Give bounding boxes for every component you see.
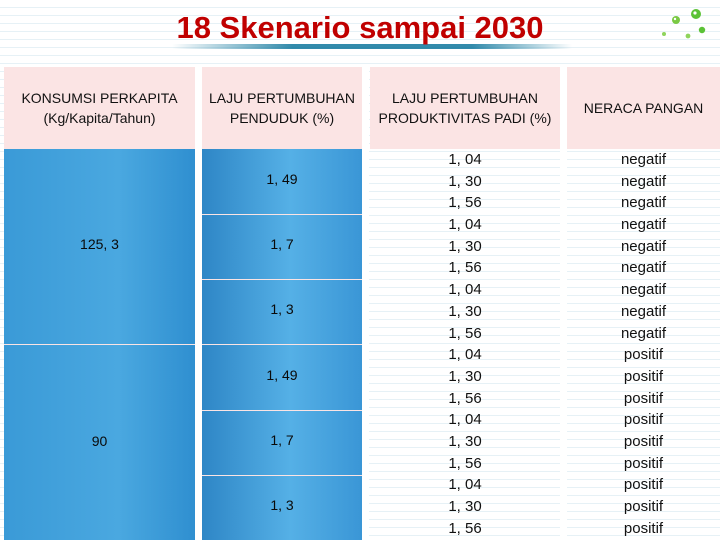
neraca-pangan-value: positif — [623, 389, 664, 407]
laju-penduduk-column: 1, 49 1, 7 1, 3 1, 49 1, 7 1, 3 — [202, 149, 362, 540]
laju-produktivitas-value: 1, 56 — [448, 519, 482, 537]
laju-divider — [202, 475, 362, 476]
laju-produktivitas-value: 1, 56 — [448, 389, 482, 407]
laju-produktivitas-value: 1, 30 — [448, 302, 482, 320]
laju-divider — [202, 279, 362, 280]
header-laju-penduduk: LAJU PERTUMBUHAN PENDUDUK (%) — [202, 67, 362, 149]
laju-produktivitas-value: 1, 30 — [448, 498, 482, 515]
konsumsi-cell-1: 125, 3 — [80, 236, 119, 252]
column-separator — [195, 67, 202, 540]
laju-penduduk-cell: 1, 7 — [270, 432, 294, 448]
laju-produktivitas-value: 1, 30 — [448, 237, 482, 255]
neraca-pangan-value: positif — [623, 346, 664, 364]
laju-penduduk-cell: 1, 3 — [270, 301, 294, 317]
laju-produktivitas-value: 1, 04 — [448, 281, 482, 299]
column-separator — [560, 67, 567, 540]
neraca-pangan-value: positif — [623, 411, 664, 429]
neraca-pangan-value: negatif — [620, 281, 667, 299]
konsumsi-column: 125, 3 90 — [4, 149, 195, 540]
konsumsi-cell-2: 90 — [91, 433, 108, 449]
neraca-pangan-value: positif — [623, 432, 664, 450]
laju-penduduk-cell: 1, 49 — [266, 367, 298, 383]
neraca-pangan-value: negatif — [620, 324, 667, 342]
header-laju-produktivitas: LAJU PERTUMBUHAN PRODUKTIVITAS PADI (%) — [370, 67, 560, 149]
neraca-pangan-value: positif — [623, 476, 664, 494]
laju-divider — [202, 410, 362, 411]
column-separator — [362, 67, 369, 540]
neraca-pangan-value: negatif — [620, 151, 667, 168]
konsumsi-divider — [4, 344, 195, 345]
laju-penduduk-cell: 1, 7 — [270, 236, 294, 252]
laju-produktivitas-value: 1, 56 — [448, 324, 482, 342]
neraca-pangan-value: positif — [623, 519, 664, 537]
neraca-pangan-value: positif — [623, 498, 664, 515]
slide-title: 18 Skenario sampai 2030 — [176, 10, 544, 45]
laju-divider — [202, 214, 362, 215]
laju-produktivitas-list: 1, 04 1, 30 1, 56 1, 04 1, 30 1, 56 1, 04 1, 30… — [370, 149, 560, 539]
title-underline — [172, 44, 572, 49]
laju-produktivitas-value: 1, 30 — [448, 432, 482, 450]
neraca-pangan-list: negatif negatif negatif negatif negatif negat… — [567, 149, 720, 539]
laju-penduduk-cell: 1, 3 — [270, 497, 294, 513]
neraca-pangan-value: negatif — [620, 172, 667, 190]
laju-produktivitas-value: 1, 04 — [448, 476, 482, 494]
neraca-pangan-value: negatif — [620, 216, 667, 234]
header-neraca: NERACA PANGAN — [567, 67, 720, 149]
droplets-decoration — [662, 9, 706, 39]
laju-produktivitas-value: 1, 56 — [448, 454, 482, 472]
neraca-pangan-value: negatif — [620, 194, 667, 212]
laju-produktivitas-value: 1, 56 — [448, 259, 482, 277]
laju-divider — [202, 344, 362, 345]
laju-produktivitas-value: 1, 04 — [448, 346, 482, 364]
laju-produktivitas-value: 1, 30 — [448, 172, 482, 190]
laju-produktivitas-value: 1, 04 — [448, 411, 482, 429]
neraca-pangan-value: positif — [623, 367, 664, 385]
neraca-pangan-value: negatif — [620, 237, 667, 255]
laju-produktivitas-value: 1, 30 — [448, 367, 482, 385]
neraca-pangan-value: negatif — [620, 302, 667, 320]
neraca-pangan-value: positif — [623, 454, 664, 472]
laju-produktivitas-value: 1, 04 — [448, 151, 482, 168]
header-konsumsi: KONSUMSI PERKAPITA (Kg/Kapita/Tahun) — [4, 67, 195, 149]
neraca-pangan-value: negatif — [620, 259, 667, 277]
laju-penduduk-cell: 1, 49 — [266, 171, 298, 187]
laju-produktivitas-value: 1, 56 — [448, 194, 482, 212]
laju-produktivitas-value: 1, 04 — [448, 216, 482, 234]
